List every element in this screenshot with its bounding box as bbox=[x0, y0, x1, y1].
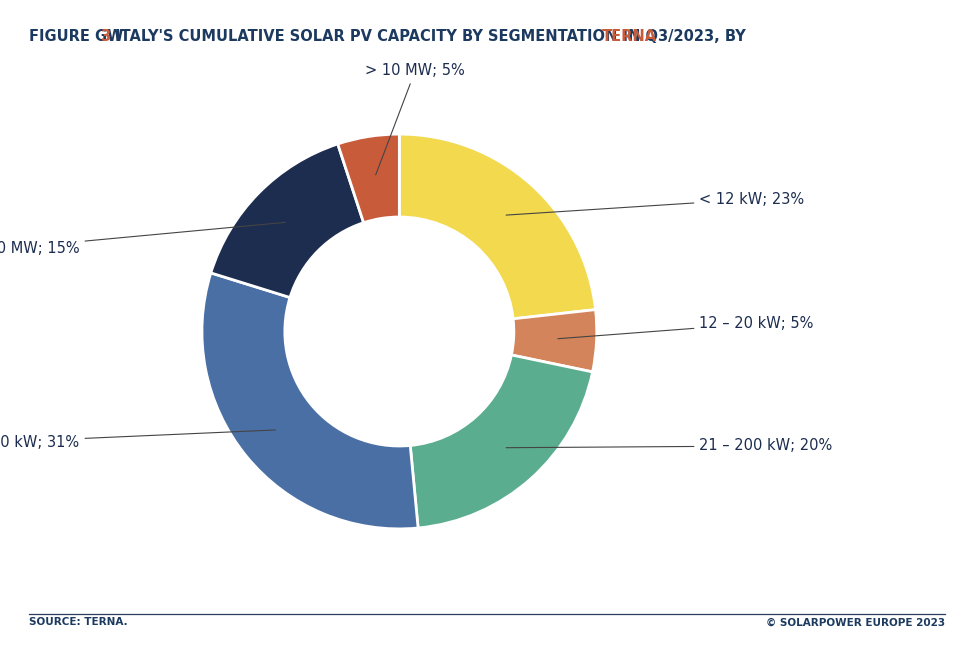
Text: 12 – 20 kW; 5%: 12 – 20 kW; 5% bbox=[558, 316, 813, 339]
Text: < 12 kW; 23%: < 12 kW; 23% bbox=[506, 192, 805, 215]
Text: ITALY'S CUMULATIVE SOLAR PV CAPACITY BY SEGMENTATION IN Q3/2023, BY: ITALY'S CUMULATIVE SOLAR PV CAPACITY BY … bbox=[115, 29, 751, 44]
Text: 21 – 200 kW; 20%: 21 – 200 kW; 20% bbox=[506, 439, 833, 454]
Wedge shape bbox=[410, 355, 592, 528]
Text: 1,001 – 10 MW; 15%: 1,001 – 10 MW; 15% bbox=[0, 222, 285, 256]
Wedge shape bbox=[511, 309, 597, 372]
Text: > 10 MW; 5%: > 10 MW; 5% bbox=[365, 64, 465, 175]
Wedge shape bbox=[210, 144, 363, 298]
Wedge shape bbox=[202, 273, 418, 529]
Text: 3: 3 bbox=[101, 29, 116, 44]
Text: 201 – 1,000 kW; 31%: 201 – 1,000 kW; 31% bbox=[0, 430, 276, 450]
Text: SOURCE: TERNA.: SOURCE: TERNA. bbox=[29, 618, 128, 627]
Text: FIGURE GW: FIGURE GW bbox=[29, 29, 129, 44]
Wedge shape bbox=[338, 134, 399, 223]
Text: © SOLARPOWER EUROPE 2023: © SOLARPOWER EUROPE 2023 bbox=[766, 618, 945, 627]
Text: TERNA: TERNA bbox=[602, 29, 657, 44]
Wedge shape bbox=[399, 134, 595, 318]
